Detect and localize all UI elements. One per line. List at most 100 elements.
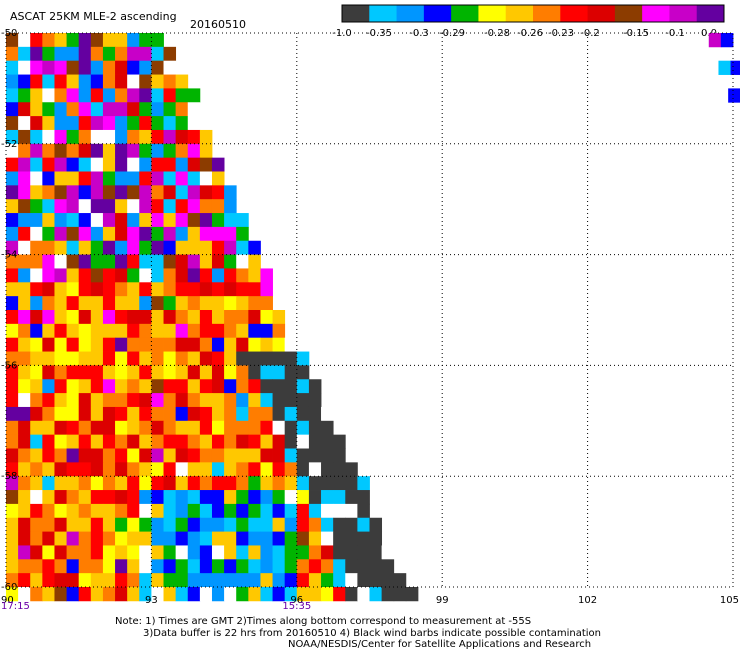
heatmap-cell — [6, 199, 19, 214]
colorbar-swatch — [587, 5, 616, 22]
heatmap-cell — [260, 351, 273, 366]
heatmap-cell — [369, 517, 383, 532]
heatmap-cell — [6, 545, 19, 560]
heatmap-cell — [139, 587, 152, 602]
heatmap-cell — [272, 351, 286, 366]
heatmap-cell — [236, 323, 249, 339]
colorbar-frame — [341, 4, 725, 23]
heatmap-cell — [224, 462, 237, 477]
heatmap-cell — [199, 282, 213, 297]
heatmap-cell — [115, 129, 128, 145]
heatmap-cell — [151, 102, 164, 117]
heatmap-cell — [30, 185, 43, 200]
heatmap-cell — [30, 531, 43, 546]
heatmap-cell — [139, 559, 152, 574]
heatmap-cell — [78, 88, 92, 103]
heatmap-cell — [333, 559, 346, 574]
heatmap-cell — [163, 503, 177, 519]
heatmap-cell — [236, 448, 249, 463]
heatmap-cell — [54, 129, 67, 145]
heatmap-cell — [248, 282, 261, 297]
heatmap-cell — [224, 448, 237, 463]
heatmap-cell — [151, 323, 164, 339]
heatmap-cell — [18, 116, 31, 131]
heatmap-cell — [187, 226, 201, 242]
heatmap-cell — [321, 476, 334, 491]
heatmap-cell — [90, 254, 104, 269]
heatmap-cell — [284, 587, 298, 602]
heatmap-cell — [284, 448, 298, 463]
heatmap-cell — [54, 268, 67, 283]
heatmap-cell — [345, 490, 358, 505]
heatmap-cell — [127, 296, 140, 311]
heatmap-cell — [54, 406, 67, 422]
heatmap-cell — [211, 323, 225, 339]
heatmap-cell — [199, 323, 213, 339]
heatmap-cell — [187, 102, 201, 117]
heatmap-cell — [66, 199, 80, 214]
heatmap-cell — [175, 406, 189, 422]
heatmap-cell — [211, 213, 225, 228]
heatmap-cell — [308, 573, 322, 588]
heatmap-cell — [42, 116, 55, 131]
heatmap-cell — [151, 365, 164, 380]
heatmap-cell — [175, 129, 189, 145]
heatmap-cell — [90, 157, 104, 172]
heatmap-cell — [224, 337, 237, 352]
heatmap-cell — [175, 157, 189, 172]
heatmap-cell — [18, 282, 31, 297]
heatmap-cell — [296, 448, 310, 463]
note-line-2: 3)Data buffer is 22 hrs from 20160510 4)… — [143, 628, 601, 639]
x-tick-label: 105 — [720, 595, 739, 606]
heatmap-cell — [381, 545, 395, 560]
x-tick-label: 96 — [290, 595, 303, 606]
heatmap-cell — [151, 587, 164, 602]
heatmap-cell — [175, 296, 189, 311]
heatmap-cell — [6, 490, 19, 505]
heatmap-cell — [102, 434, 116, 449]
heatmap-cell — [211, 573, 225, 588]
heatmap-cell — [6, 476, 19, 491]
heatmap-cell — [42, 296, 55, 311]
heatmap-cell — [163, 337, 177, 352]
heatmap-cell — [18, 448, 31, 463]
heatmap-cell — [248, 323, 261, 339]
heatmap-cell — [199, 199, 213, 214]
heatmap-cell — [151, 282, 164, 297]
heatmap-cell — [18, 351, 31, 366]
heatmap-cell — [175, 74, 189, 89]
heatmap-cell — [42, 199, 55, 214]
heatmap-cell — [248, 406, 261, 422]
heatmap-cell — [66, 102, 80, 117]
heatmap-cell — [6, 531, 19, 546]
heatmap-cell — [102, 88, 116, 103]
heatmap-cell — [175, 323, 189, 339]
heatmap-cell — [199, 559, 213, 574]
heatmap-cell — [272, 503, 286, 519]
heatmap-cell — [393, 573, 407, 588]
heatmap-cell — [42, 310, 55, 325]
heatmap-cell — [163, 74, 177, 89]
heatmap-cell — [175, 573, 189, 588]
x-tick-label: 93 — [145, 595, 158, 606]
heatmap-cell — [102, 490, 116, 505]
heatmap-cell — [224, 310, 237, 325]
y-tick-label: -56 — [1, 360, 17, 371]
heatmap-cell — [139, 503, 152, 519]
heatmap-cell — [175, 476, 189, 491]
heatmap-cell — [127, 157, 140, 172]
heatmap-cell — [30, 462, 43, 477]
heatmap-cell — [102, 185, 116, 200]
colorbar-swatch — [369, 5, 398, 22]
heatmap-cell — [115, 213, 128, 228]
heatmap-cell — [199, 587, 213, 602]
heatmap-cell — [42, 268, 55, 283]
heatmap-cell — [224, 268, 237, 283]
heatmap-cell — [187, 254, 201, 269]
heatmap-cell — [6, 240, 19, 255]
heatmap-cell — [236, 226, 249, 242]
heatmap-cell — [369, 545, 383, 560]
heatmap-cell — [151, 171, 164, 186]
heatmap-cell — [66, 531, 80, 546]
heatmap-cell — [139, 33, 152, 48]
